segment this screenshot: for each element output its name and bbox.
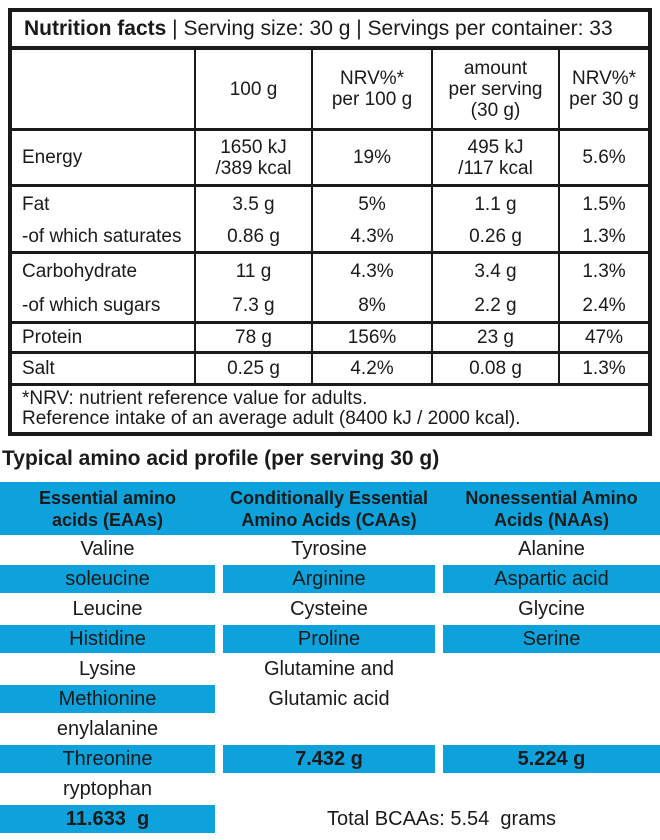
protein-nrv-100g: 156%	[311, 324, 431, 351]
amino-cell: Leucine	[72, 598, 143, 620]
col-header-100g: 100 g	[194, 50, 311, 128]
nutrition-facts-heading: Nutrition facts	[24, 17, 167, 40]
energy-nrv-100g: 19%	[311, 131, 431, 184]
amino-cell	[223, 775, 435, 805]
salt-nrv-100g: 4.2%	[311, 354, 431, 383]
carb-per-serving: 3.4 g	[431, 254, 558, 289]
row-sugars: -of which sugars 7.3 g 8% 2.2 g 2.4%	[12, 289, 648, 324]
amino-cell: Alanine	[518, 538, 585, 560]
amino-cell: Lysine	[78, 658, 137, 680]
carb-per-100g: 11 g	[194, 254, 311, 289]
row-saturates: -of which saturates 0.86 g 4.3% 0.26 g 1…	[12, 221, 648, 254]
footnote-line-1: *NRV: nutrient reference value for adult…	[22, 388, 368, 409]
amino-cell: Histidine	[0, 625, 215, 655]
amino-header-naas: Nonessential Amino Acids (NAAs)	[465, 487, 638, 530]
sugars-nrv-100g: 8%	[311, 289, 431, 321]
col-header-nrv-100g: NRV%* per 100 g	[311, 50, 431, 128]
row-label: -of which sugars	[22, 294, 161, 316]
amino-cell: ryptophan	[63, 778, 152, 800]
sugars-nrv-30g: 2.4%	[558, 289, 648, 321]
carb-nrv-100g: 4.3%	[311, 254, 431, 289]
saturates-nrv-100g: 4.3%	[311, 221, 431, 251]
row-energy: Energy 1650 kJ/389 kcal 19% 495 kJ/117 k…	[12, 131, 648, 187]
amino-cell: Glutamic acid	[268, 688, 390, 710]
row-label: Protein	[22, 327, 83, 348]
amino-cell	[443, 685, 660, 715]
sugars-per-100g: 7.3 g	[194, 289, 311, 321]
amino-cell: Tyrosine	[291, 538, 367, 560]
footnote-line-2: Reference intake of an average adult (84…	[22, 408, 521, 429]
salt-per-serving: 0.08 g	[431, 354, 558, 383]
amino-cell	[223, 715, 435, 745]
saturates-per-serving: 0.26 g	[431, 221, 558, 251]
amino-header-eaas: Essential amino acids (EAAs)	[38, 487, 177, 530]
amino-cell: Cysteine	[290, 598, 368, 620]
row-label: Carbohydrate	[22, 261, 138, 282]
amino-cell: Valine	[80, 538, 135, 560]
caas-total-value: 7.432 g	[223, 745, 435, 775]
row-fat: Fat 3.5 g 5% 1.1 g 1.5%	[12, 187, 648, 221]
total-bcaas-text: Total BCAAs: 5.54 grams	[327, 808, 556, 830]
energy-per-100g: 1650 kJ/389 kcal	[194, 131, 311, 184]
salt-nrv-30g: 1.3%	[558, 354, 648, 383]
protein-per-serving: 23 g	[431, 324, 558, 351]
amino-cell: Methionine	[0, 685, 215, 715]
saturates-per-100g: 0.86 g	[194, 221, 311, 251]
row-label: -of which saturates	[22, 225, 182, 247]
energy-per-serving: 495 kJ/117 kcal	[431, 131, 558, 184]
energy-nrv-30g: 5.6%	[558, 131, 648, 184]
amino-cell: enylalanine	[56, 718, 159, 740]
row-salt: Salt 0.25 g 4.2% 0.08 g 1.3%	[12, 354, 648, 386]
amino-header-caas: Conditionally Essential Amino Acids (CAAs…	[229, 487, 429, 530]
amino-cell: soleucine	[0, 565, 215, 595]
col-header-amount-per-serving: amount per serving (30 g)	[431, 50, 558, 128]
amino-cell: Serine	[443, 625, 660, 655]
col-header-blank	[12, 50, 194, 128]
fat-nrv-100g: 5%	[311, 187, 431, 221]
eaas-total-value: 11.633 g	[0, 805, 215, 835]
amino-grid: Valine Tyrosine Alanine soleucine Argini…	[0, 535, 660, 835]
amino-cell	[443, 775, 660, 805]
row-label: Salt	[22, 358, 55, 379]
amino-cell: Aspartic acid	[443, 565, 660, 595]
amino-profile-title: Typical amino acid profile (per serving …	[2, 447, 440, 470]
amino-cell: Arginine	[223, 565, 435, 595]
amino-cell: Glycine	[518, 598, 585, 620]
row-protein: Protein 78 g 156% 23 g 47%	[12, 324, 648, 354]
saturates-nrv-30g: 1.3%	[558, 221, 648, 251]
amino-cell	[443, 655, 660, 685]
column-header-row: 100 g NRV%* per 100 g amount per serving (3…	[12, 50, 648, 131]
carb-nrv-30g: 1.3%	[558, 254, 648, 289]
protein-nrv-30g: 47%	[558, 324, 648, 351]
nrv-footnote: *NRV: nutrient reference value for adult…	[12, 386, 648, 432]
nutrition-facts-title-row: Nutrition facts | Serving size: 30 g | S…	[12, 12, 648, 50]
protein-per-100g: 78 g	[194, 324, 311, 351]
row-carbohydrate: Carbohydrate 11 g 4.3% 3.4 g 1.3%	[12, 254, 648, 289]
amino-cell: Proline	[223, 625, 435, 655]
serving-info: | Serving size: 30 g | Servings per cont…	[166, 17, 613, 40]
fat-nrv-30g: 1.5%	[558, 187, 648, 221]
amino-cell: Glutamine and	[263, 658, 395, 680]
fat-per-serving: 1.1 g	[431, 187, 558, 221]
col-header-nrv-30g: NRV%* per 30 g	[558, 50, 648, 128]
fat-per-100g: 3.5 g	[194, 187, 311, 221]
naas-total-value: 5.224 g	[443, 745, 660, 775]
sugars-per-serving: 2.2 g	[431, 289, 558, 321]
amino-cell	[443, 715, 660, 745]
salt-per-100g: 0.25 g	[194, 354, 311, 383]
nutrition-facts-table: Nutrition facts | Serving size: 30 g | S…	[8, 8, 652, 436]
row-label: Fat	[22, 193, 50, 215]
amino-header-band: Essential amino acids (EAAs) Conditionall…	[0, 482, 660, 535]
amino-cell: Threonine	[0, 745, 215, 775]
row-label: Energy	[22, 147, 83, 168]
